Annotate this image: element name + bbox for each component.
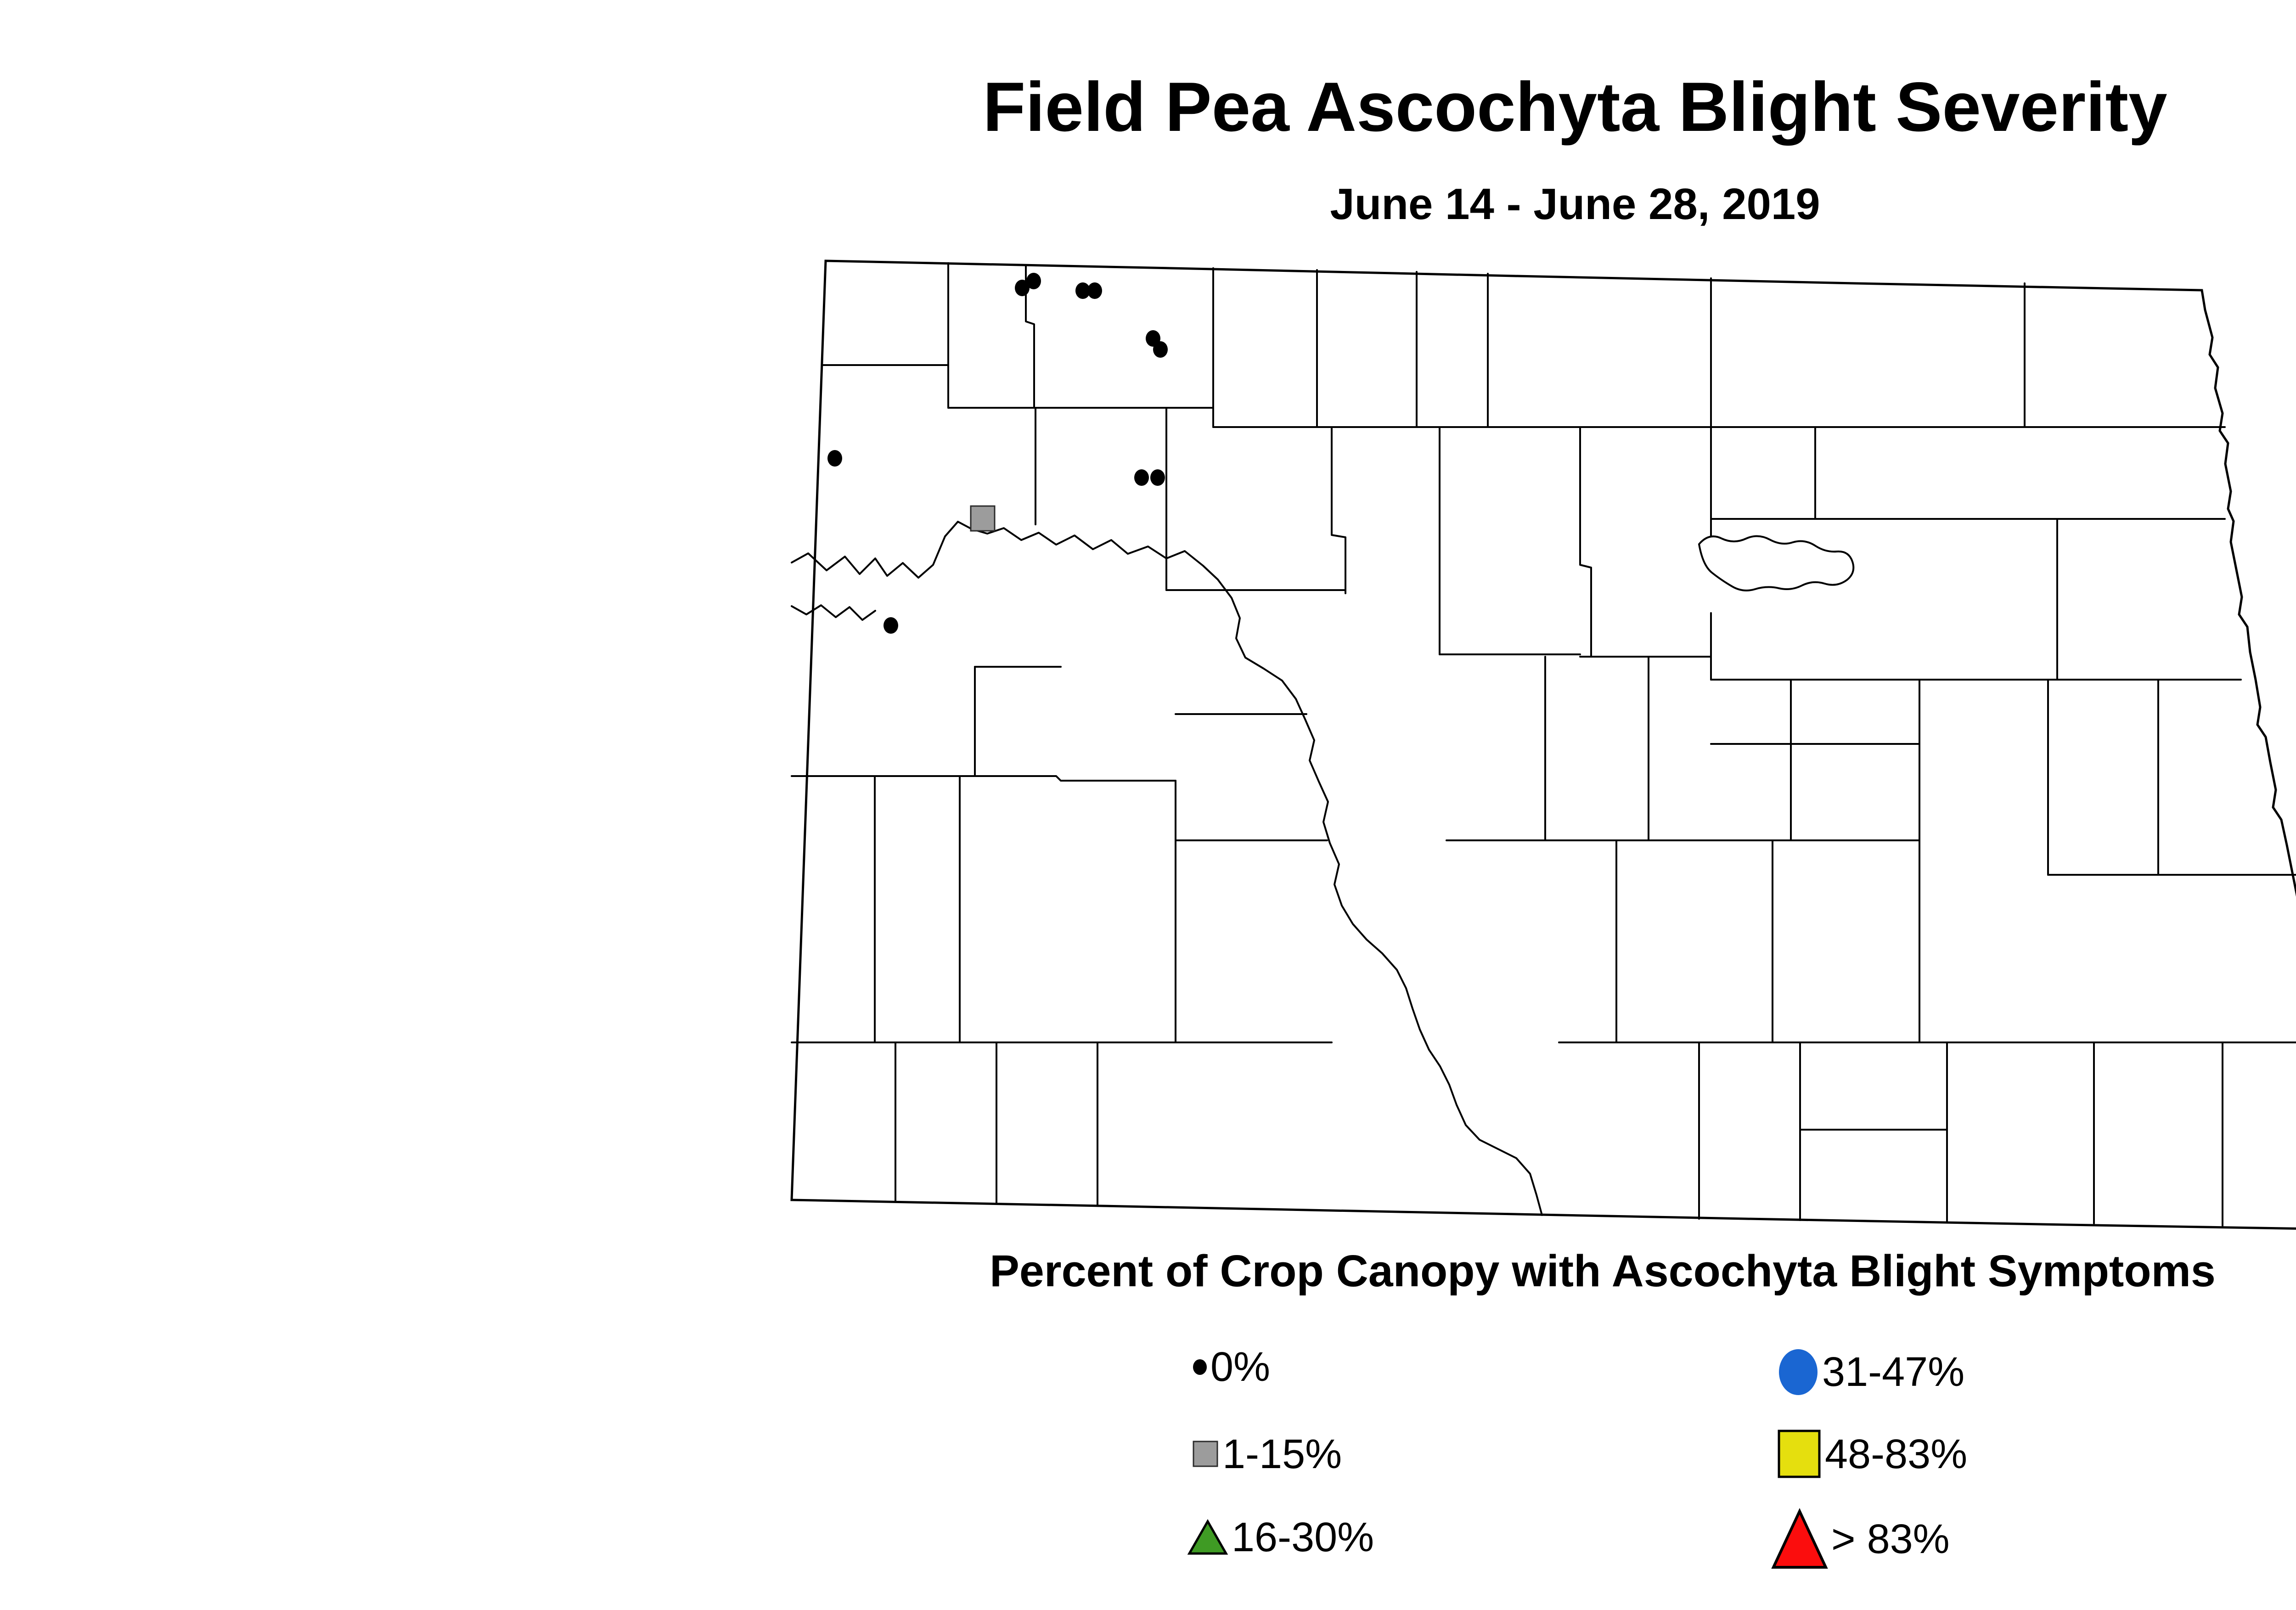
map-point-0pct bbox=[1134, 469, 1149, 486]
map-point-0pct bbox=[1150, 469, 1165, 486]
map-point-0pct bbox=[1153, 341, 1168, 358]
square-marker-icon bbox=[1193, 1441, 1218, 1467]
map-point-0pct bbox=[884, 617, 898, 634]
legend-item-1-15pct: 1-15% bbox=[1192, 1422, 1342, 1486]
legend-item-0pct: 0% bbox=[1192, 1335, 1270, 1399]
legend-label: > 83% bbox=[1831, 1516, 1950, 1562]
north-dakota-county-map bbox=[790, 259, 2296, 1230]
legend-item-16-30pct: 16-30% bbox=[1187, 1505, 1374, 1570]
map-points bbox=[827, 273, 1168, 634]
triangle-marker-icon bbox=[1187, 1519, 1228, 1555]
page-title: Field Pea Ascochyta Blight Severity bbox=[983, 68, 2167, 146]
page-subtitle: June 14 - June 28, 2019 bbox=[1330, 180, 1820, 229]
square-marker-icon bbox=[1778, 1430, 1821, 1478]
legend-label: 31-47% bbox=[1822, 1349, 1965, 1395]
circle-marker-icon bbox=[1779, 1349, 1818, 1395]
county-boundary-line bbox=[1331, 426, 1346, 594]
legend-label: 0% bbox=[1210, 1344, 1271, 1390]
county-boundary-line bbox=[791, 775, 1176, 782]
legend-item-gt83pct: > 83% bbox=[1771, 1507, 1950, 1571]
legend-label: 1-15% bbox=[1222, 1431, 1342, 1477]
map-point-0pct bbox=[1026, 273, 1041, 289]
county-boundaries bbox=[791, 262, 2296, 1227]
map-point-0pct bbox=[1075, 282, 1090, 299]
legend-title: Percent of Crop Canopy with Ascochyta Bl… bbox=[990, 1246, 2216, 1296]
devils-lake bbox=[1698, 535, 1855, 591]
missouri-river bbox=[791, 521, 1543, 1216]
state-outline bbox=[790, 259, 2296, 1230]
map-point-0pct bbox=[1087, 282, 1102, 299]
map-point-0pct bbox=[1015, 280, 1030, 296]
triangle-marker-icon bbox=[1771, 1508, 1828, 1569]
legend-item-31-47pct: 31-47% bbox=[1777, 1340, 1964, 1404]
legend-label: 16-30% bbox=[1232, 1514, 1374, 1560]
legend-item-48-83pct: 48-83% bbox=[1777, 1422, 1967, 1486]
map-point-1-15pct bbox=[970, 505, 996, 532]
legend-label: 48-83% bbox=[1825, 1431, 1968, 1477]
dot-marker-icon bbox=[1193, 1359, 1207, 1375]
county-boundary-line bbox=[1579, 426, 1592, 658]
map-point-0pct bbox=[827, 450, 842, 467]
